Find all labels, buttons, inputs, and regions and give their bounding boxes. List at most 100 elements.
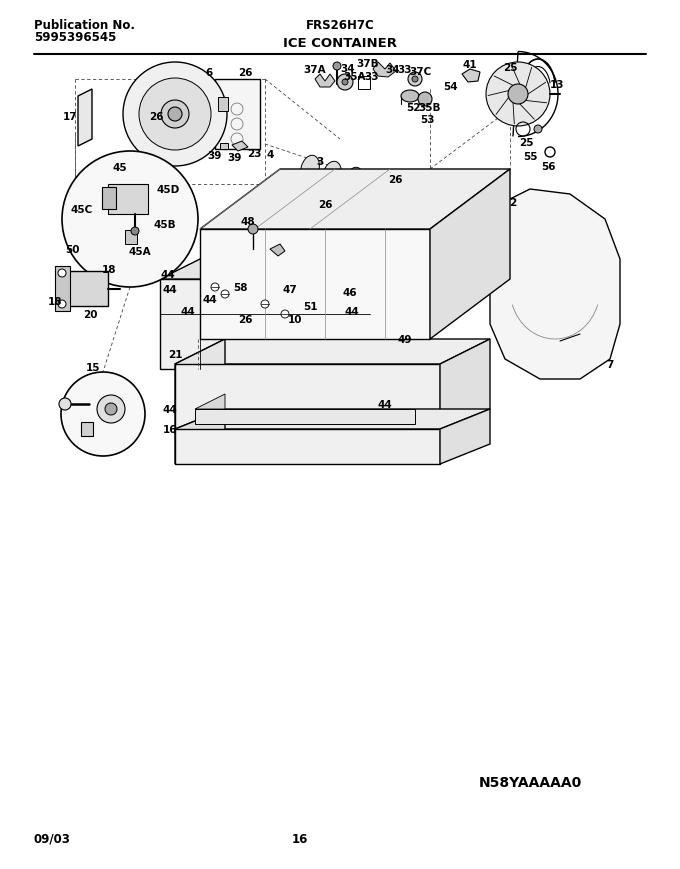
Polygon shape bbox=[160, 249, 430, 280]
Text: 47: 47 bbox=[283, 285, 297, 295]
Circle shape bbox=[58, 269, 66, 278]
Text: 16: 16 bbox=[163, 425, 177, 434]
Text: 44: 44 bbox=[345, 307, 359, 316]
Text: 45D: 45D bbox=[156, 185, 180, 195]
Text: 54: 54 bbox=[443, 82, 458, 92]
Text: 33: 33 bbox=[398, 65, 412, 75]
Circle shape bbox=[61, 373, 145, 456]
Text: 39: 39 bbox=[228, 153, 242, 163]
Text: 17: 17 bbox=[63, 112, 78, 122]
Ellipse shape bbox=[401, 91, 419, 103]
Polygon shape bbox=[430, 169, 510, 340]
Circle shape bbox=[337, 75, 353, 91]
Circle shape bbox=[486, 63, 550, 127]
Text: Publication No.: Publication No. bbox=[34, 19, 135, 32]
Text: 26: 26 bbox=[238, 315, 252, 325]
Polygon shape bbox=[55, 267, 70, 312]
Ellipse shape bbox=[301, 156, 320, 183]
Ellipse shape bbox=[322, 163, 341, 189]
Text: N58YAAAAA0: N58YAAAAA0 bbox=[478, 775, 581, 789]
Circle shape bbox=[261, 301, 269, 308]
Bar bbox=[102, 188, 116, 209]
Circle shape bbox=[211, 283, 219, 292]
Circle shape bbox=[105, 403, 117, 415]
Polygon shape bbox=[220, 144, 228, 149]
Polygon shape bbox=[175, 429, 440, 464]
Circle shape bbox=[248, 225, 258, 235]
Polygon shape bbox=[490, 189, 620, 380]
Ellipse shape bbox=[477, 204, 496, 231]
Polygon shape bbox=[78, 90, 92, 147]
Circle shape bbox=[221, 290, 229, 299]
Text: 39: 39 bbox=[208, 151, 222, 161]
Text: 48: 48 bbox=[241, 216, 255, 227]
Polygon shape bbox=[195, 409, 415, 425]
Text: 34: 34 bbox=[341, 64, 356, 74]
Ellipse shape bbox=[345, 168, 363, 196]
Polygon shape bbox=[175, 409, 490, 429]
Polygon shape bbox=[200, 169, 510, 229]
Polygon shape bbox=[373, 63, 396, 78]
Polygon shape bbox=[495, 68, 515, 88]
Text: 7: 7 bbox=[607, 360, 613, 369]
Circle shape bbox=[59, 399, 71, 410]
Text: 56: 56 bbox=[541, 162, 556, 172]
Text: 44: 44 bbox=[160, 269, 175, 280]
Circle shape bbox=[281, 310, 289, 319]
Text: 58: 58 bbox=[233, 282, 248, 293]
Circle shape bbox=[508, 85, 528, 105]
Polygon shape bbox=[232, 142, 248, 152]
Polygon shape bbox=[440, 409, 490, 464]
Text: 21: 21 bbox=[168, 349, 182, 360]
Text: 37B: 37B bbox=[357, 59, 379, 69]
Circle shape bbox=[62, 152, 198, 288]
Bar bbox=[108, 185, 148, 215]
Text: 26: 26 bbox=[238, 68, 252, 78]
Text: 35B: 35B bbox=[419, 103, 441, 113]
Bar bbox=[125, 231, 137, 245]
Text: 15: 15 bbox=[86, 362, 100, 373]
Ellipse shape bbox=[411, 186, 429, 214]
Text: ICE CONTAINER: ICE CONTAINER bbox=[283, 37, 397, 50]
Text: 45C: 45C bbox=[71, 205, 93, 215]
Ellipse shape bbox=[367, 174, 386, 202]
Ellipse shape bbox=[388, 180, 407, 208]
Circle shape bbox=[342, 80, 348, 86]
Text: 6: 6 bbox=[205, 68, 213, 78]
Polygon shape bbox=[195, 395, 225, 409]
Text: 18: 18 bbox=[48, 296, 63, 307]
Circle shape bbox=[58, 301, 66, 308]
Polygon shape bbox=[175, 365, 440, 434]
Polygon shape bbox=[81, 422, 93, 436]
Text: 3: 3 bbox=[316, 156, 324, 167]
Text: 35A: 35A bbox=[344, 72, 367, 82]
Circle shape bbox=[161, 101, 189, 129]
Polygon shape bbox=[315, 75, 335, 88]
Ellipse shape bbox=[455, 198, 473, 225]
Circle shape bbox=[131, 228, 139, 235]
Text: 23: 23 bbox=[247, 149, 261, 159]
Text: 26: 26 bbox=[318, 200, 333, 209]
Polygon shape bbox=[160, 280, 370, 369]
Circle shape bbox=[139, 79, 211, 151]
Ellipse shape bbox=[432, 192, 452, 220]
Text: 4: 4 bbox=[267, 149, 273, 160]
Text: 10: 10 bbox=[288, 315, 302, 325]
Text: 45B: 45B bbox=[154, 220, 176, 229]
Text: 26: 26 bbox=[388, 175, 403, 185]
Text: 44: 44 bbox=[163, 405, 177, 415]
Text: 2: 2 bbox=[509, 198, 517, 208]
Polygon shape bbox=[175, 409, 225, 464]
Text: 26: 26 bbox=[149, 112, 163, 122]
Text: 16: 16 bbox=[292, 832, 308, 845]
Polygon shape bbox=[200, 229, 430, 340]
Text: 20: 20 bbox=[83, 309, 97, 320]
Circle shape bbox=[333, 63, 341, 71]
Circle shape bbox=[412, 77, 418, 83]
Text: 5995396545: 5995396545 bbox=[34, 31, 116, 44]
Circle shape bbox=[418, 93, 432, 107]
Polygon shape bbox=[440, 340, 490, 434]
Circle shape bbox=[168, 108, 182, 122]
Text: 44: 44 bbox=[181, 307, 195, 316]
Text: 44: 44 bbox=[377, 400, 392, 409]
